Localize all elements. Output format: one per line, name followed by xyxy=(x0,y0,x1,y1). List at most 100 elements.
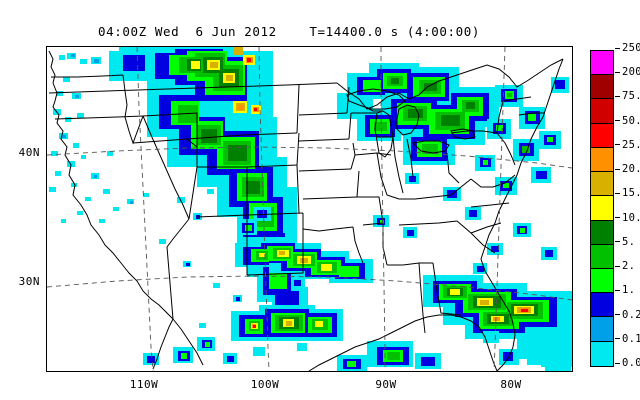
colorbar-tick-labels: 250. 200. 75. 50. 25. 20. 15. 10. 5. 2. 1. 0.25 0.10… xyxy=(615,42,640,374)
state-in-oh xyxy=(406,138,414,178)
coastline-florida-west xyxy=(308,314,498,371)
colorbar-band-8 xyxy=(591,244,613,269)
gridline-lat-30n xyxy=(47,275,572,301)
state-il-in-oh xyxy=(392,136,404,194)
state-va-wv-md xyxy=(470,174,516,188)
x-axis-tick-80w: 80W xyxy=(500,378,522,391)
colorbar-tick-9: 2. xyxy=(615,260,635,272)
state-ok-tx-north xyxy=(302,226,354,232)
border-canada-west xyxy=(48,82,338,94)
state-mi-up xyxy=(364,106,383,112)
state-nc-va xyxy=(470,202,510,208)
state-id-wy-mt xyxy=(132,138,198,167)
state-ca-nv xyxy=(142,115,190,220)
state-ks-mo xyxy=(356,170,360,198)
x-axis-tick-100w: 100W xyxy=(250,378,280,391)
coastline-gulf-california xyxy=(172,318,204,366)
precip-northeast xyxy=(373,77,569,274)
precip-southern-plains xyxy=(235,207,373,283)
state-sd-ne xyxy=(298,138,350,142)
lake-ontario xyxy=(450,128,476,140)
colorbar-band-10 xyxy=(591,293,613,318)
state-wa-or xyxy=(51,74,124,78)
colorbar-band-9 xyxy=(591,268,613,294)
colorbar-band-2 xyxy=(591,99,613,124)
colorbar-tick-4: 25. xyxy=(615,139,640,151)
state-pa-ny xyxy=(450,130,498,134)
gridline-lon-80w xyxy=(493,47,506,371)
colorbar-band-12 xyxy=(591,341,613,366)
colorbar-tick-7: 10. xyxy=(615,212,640,224)
state-mt-nd-sd xyxy=(296,84,300,134)
state-ms-al-ga xyxy=(418,262,426,334)
map-plot-area xyxy=(46,46,573,372)
state-ga-sc-nc xyxy=(456,220,496,254)
map-canvas xyxy=(47,47,572,371)
gridline-lon-110w xyxy=(136,47,154,371)
gridline-lon-90w xyxy=(380,47,386,371)
precip-north-texas xyxy=(143,305,343,365)
state-ut-az xyxy=(196,214,248,218)
state-nv-az xyxy=(188,166,198,220)
gridline-lat-40n xyxy=(47,146,572,169)
colorbar-tick-8: 5. xyxy=(615,236,635,248)
y-axis-tick-40n: 40N xyxy=(18,146,40,159)
colorbar xyxy=(590,50,614,367)
state-al-ga-fl xyxy=(432,262,462,316)
state-oh-pa-wv xyxy=(446,152,460,184)
state-nd-sd xyxy=(298,112,348,116)
colorbar-band-0 xyxy=(591,51,613,76)
state-ok-ar-mo xyxy=(357,196,384,226)
colorbar-tick-6: 15. xyxy=(615,187,640,199)
state-pa-nj-md xyxy=(496,132,516,166)
state-ne-states xyxy=(502,96,532,102)
lake-michigan xyxy=(374,110,394,158)
state-ny-ne xyxy=(496,100,504,134)
precipitation-field xyxy=(49,47,572,371)
colorbar-tick-1: 200. xyxy=(615,66,640,78)
colorbar-tick-12: 0.10 xyxy=(615,333,640,345)
state-sd-ia-mn xyxy=(348,112,352,140)
colorbar-band-4 xyxy=(591,147,613,173)
colorbar-band-6 xyxy=(591,196,613,221)
state-nd-mn xyxy=(346,86,350,114)
state-ca-az xyxy=(166,218,190,320)
state-la-ms-al xyxy=(387,262,433,266)
colorbar-tick-10: 1. xyxy=(615,284,635,296)
geography-overlay xyxy=(47,47,572,371)
state-tn-ky xyxy=(399,194,452,200)
colorbar-band-11 xyxy=(591,317,613,342)
y-axis-tick-30n: 30N xyxy=(18,275,40,288)
state-ne-ks xyxy=(298,168,352,172)
state-sc-nc xyxy=(470,222,502,234)
state-ma-ct-ri xyxy=(518,112,545,116)
coastline-pacific xyxy=(48,50,174,320)
colorbar-band-5 xyxy=(591,172,613,197)
state-ky-va-wv xyxy=(450,178,472,196)
x-axis-tick-90w: 90W xyxy=(375,378,397,391)
precip-pacific-northwest xyxy=(49,53,149,223)
lake-superior xyxy=(346,88,406,110)
figure-title: 04:00Z Wed 6 Jun 2012 T=14400.0 s (4:00:… xyxy=(98,24,480,39)
state-ok-tx-east xyxy=(352,226,364,264)
state-ks-ok xyxy=(302,196,358,200)
state-co-nm xyxy=(246,212,304,216)
graticule xyxy=(47,47,572,371)
x-axis-tick-110w: 110W xyxy=(129,378,159,391)
colorbar-tick-11: 0.25 xyxy=(615,309,640,321)
lake-huron xyxy=(396,104,420,136)
coastline-baja xyxy=(152,318,174,370)
colorbar-band-3 xyxy=(591,123,613,148)
gridline-lon-100w xyxy=(258,47,270,371)
colorbar-tick-5: 20. xyxy=(615,163,640,175)
state-co-ks-ne xyxy=(296,164,300,214)
border-canada-lakes xyxy=(336,58,564,110)
state-mo-il-ky xyxy=(376,152,400,200)
lake-erie xyxy=(411,140,450,154)
colorbar-band-7 xyxy=(591,220,613,245)
colorbar-tick-2: 75. xyxy=(615,90,640,102)
colorbar-tick-0: 250. xyxy=(615,42,640,54)
state-tn-ms-al-ga xyxy=(398,220,458,226)
colorbar-tick-13: 0.01 xyxy=(615,357,640,369)
